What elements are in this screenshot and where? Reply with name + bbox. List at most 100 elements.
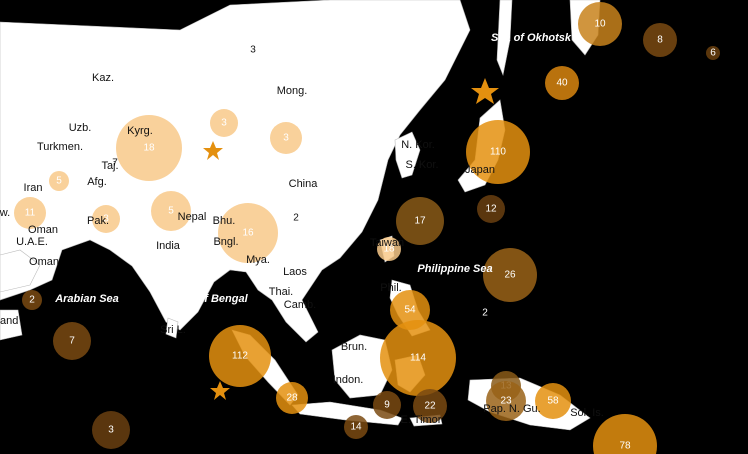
marker-count: 54 [404, 305, 416, 316]
country-label: Uzb. [69, 122, 92, 134]
marker-count: 2 [29, 295, 35, 306]
star [203, 141, 223, 160]
country-label: Pap. N. Gu. [483, 403, 540, 415]
sea-label: Sea of Okhotsk [491, 32, 572, 44]
marker [276, 382, 308, 414]
country-label: U.A.E. [16, 236, 48, 248]
country-label: Sri L. [160, 324, 186, 336]
marker-count: 11 [25, 208, 36, 219]
star [471, 78, 499, 104]
country-label: Nepal [178, 211, 207, 223]
marker-count: 78 [619, 441, 631, 452]
country-label: Oman [28, 224, 58, 236]
marker-count: 3 [108, 425, 114, 436]
marker [413, 389, 447, 423]
sea-label: Arabian Sea [54, 293, 119, 305]
marker [706, 46, 720, 60]
country-label: Bhu. [213, 215, 236, 227]
country-label: Kaz. [92, 72, 114, 84]
marker-count: 5 [56, 176, 62, 187]
country-label: Oman [29, 256, 59, 268]
marker-count: 22 [424, 401, 436, 412]
marker-count: 12 [485, 204, 497, 215]
count-label: 3 [250, 45, 256, 56]
marker [380, 320, 456, 396]
marker [210, 109, 238, 137]
marker-count: 10 [594, 19, 606, 30]
country-label: land [0, 315, 18, 327]
marker [92, 205, 120, 233]
marker-count: 5 [168, 206, 174, 217]
marker-count: 112 [232, 351, 248, 362]
marker-count: 3 [103, 214, 109, 225]
marker [53, 322, 91, 360]
marker [466, 120, 530, 184]
country-label: Pak. [87, 215, 109, 227]
marker-count: 26 [504, 270, 516, 281]
marker [477, 195, 505, 223]
marker-count: 40 [556, 78, 568, 89]
marker-count: 23 [500, 396, 512, 407]
country-label: China [289, 178, 319, 190]
marker-count: 9 [384, 400, 390, 411]
marker [486, 381, 526, 421]
country-label: India [156, 240, 181, 252]
country-label: Iran [24, 182, 43, 194]
marker [270, 122, 302, 154]
country-label: Taj. [101, 160, 118, 172]
country-label: E. Timor [401, 414, 442, 426]
sea-label: Philippine Sea [417, 263, 492, 275]
marker [49, 171, 69, 191]
marker-count: 8 [657, 35, 663, 46]
country-label: Turkmen. [37, 141, 83, 153]
country-label: Kyrg. [127, 125, 153, 137]
country-label: w. [0, 207, 10, 219]
marker-count: 110 [490, 147, 506, 158]
country-label: Indon. [333, 374, 364, 386]
marker [151, 191, 191, 231]
marker [578, 2, 622, 46]
marker [483, 248, 537, 302]
country-label: Phil. [380, 282, 401, 294]
count-label: 2 [482, 308, 488, 319]
marker-count: 6 [710, 48, 716, 59]
marker-count: 18 [383, 244, 395, 255]
marker-count: 7 [69, 336, 75, 347]
star [210, 381, 230, 400]
marker [377, 237, 401, 261]
marker [593, 414, 657, 454]
country-label: Mya. [246, 254, 270, 266]
country-label: Laos [283, 266, 307, 278]
marker [643, 23, 677, 57]
marker [218, 203, 278, 263]
country-label: Sol. Is. [570, 407, 604, 419]
marker [116, 115, 182, 181]
marker-count: 58 [547, 396, 559, 407]
marker [545, 66, 579, 100]
marker [209, 325, 271, 387]
country-label: Afg. [87, 176, 107, 188]
count-label: 7 [112, 158, 118, 169]
labels: Kaz. Mong. Uzb. Kyrg. Turkmen. Taj. Afg. China N… [0, 32, 604, 426]
country-label: Mong. [277, 85, 308, 97]
marker [14, 197, 46, 229]
marker [535, 383, 571, 419]
country-label: Bngl. [213, 236, 238, 248]
country-label: Camb. [284, 299, 316, 311]
marker-count: 16 [242, 228, 254, 239]
marker [390, 290, 430, 330]
country-label: Brun. [341, 341, 367, 353]
marker [22, 290, 42, 310]
marker [344, 415, 368, 439]
marker-count: 14 [350, 422, 362, 433]
marker-count: 17 [414, 216, 426, 227]
marker-count: 114 [410, 353, 426, 364]
country-label: S. Kor. [405, 159, 438, 171]
marker [396, 197, 444, 245]
marker-count: 28 [286, 393, 298, 404]
sea-label: Bay of Bengal [174, 293, 248, 305]
marker-count: 3 [221, 118, 227, 129]
country-label: Taiwan [370, 237, 404, 249]
markers: 1086403318511351611017121826275411211413… [14, 2, 720, 454]
